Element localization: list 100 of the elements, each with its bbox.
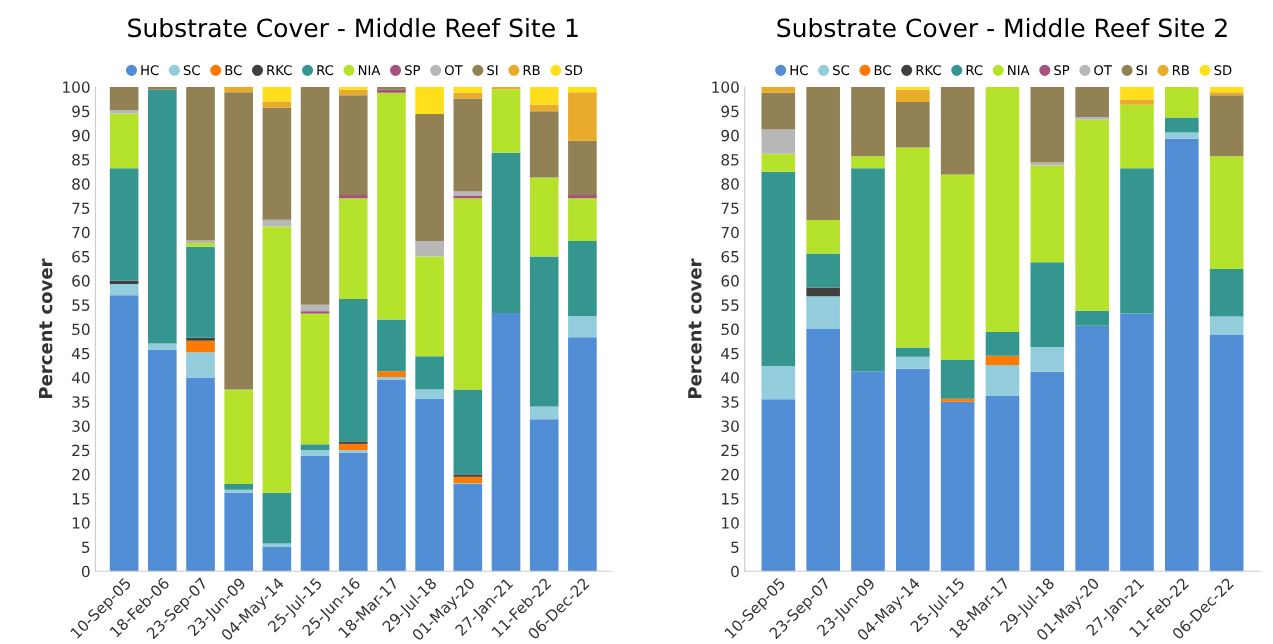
bar xyxy=(1030,162,1065,166)
bar xyxy=(109,86,139,111)
bar xyxy=(940,398,975,402)
legend-label: SD xyxy=(565,65,583,76)
y-tick-label: 40 xyxy=(71,371,90,384)
bar xyxy=(1075,86,1109,117)
y-tick-label: 10 xyxy=(722,517,739,529)
y-tick-label: 90 xyxy=(72,129,90,142)
y-tick-label: 20 xyxy=(721,468,739,481)
bar xyxy=(1165,132,1199,139)
y-tick-label: 30 xyxy=(721,420,739,432)
bar xyxy=(491,89,521,153)
y-tick-label: 95 xyxy=(721,105,739,118)
bar xyxy=(1120,86,1154,100)
bar xyxy=(377,379,406,572)
y-tick-label: 25 xyxy=(72,444,90,457)
bar xyxy=(1075,310,1109,326)
legend-label: SP xyxy=(405,65,421,76)
legend-label: OT xyxy=(444,65,463,76)
y-tick-label: 45 xyxy=(721,347,739,360)
bar xyxy=(529,104,559,112)
bar xyxy=(985,86,1020,332)
legend-label: RKC xyxy=(267,65,292,76)
bar xyxy=(1030,86,1065,163)
y-tick-label: 15 xyxy=(72,493,90,505)
bar xyxy=(761,129,796,154)
bar xyxy=(1209,316,1244,335)
y-tick-label: 80 xyxy=(721,178,739,190)
bar xyxy=(224,492,254,572)
bar xyxy=(896,368,930,572)
bar xyxy=(529,419,559,572)
bar xyxy=(806,329,840,572)
bar xyxy=(1120,313,1154,572)
bar xyxy=(453,98,483,192)
y-tick-label: 0 xyxy=(731,565,739,578)
bar xyxy=(1209,86,1244,93)
bar xyxy=(338,452,368,572)
y-tick-label: 25 xyxy=(721,444,739,457)
bar xyxy=(1030,262,1065,347)
bar xyxy=(985,331,1020,356)
bar xyxy=(415,398,444,572)
y-tick-label: 65 xyxy=(72,250,90,263)
bar xyxy=(1209,156,1244,270)
bar xyxy=(300,86,330,305)
bar xyxy=(806,86,840,221)
bar xyxy=(453,476,483,484)
bar xyxy=(896,347,930,357)
bar xyxy=(568,140,597,195)
legend-label: SC xyxy=(183,65,200,76)
y-tick-label: 60 xyxy=(721,275,739,287)
y-tick-label: 85 xyxy=(72,154,90,166)
bar xyxy=(109,284,139,296)
bar xyxy=(377,377,406,380)
bar xyxy=(415,240,444,257)
bar xyxy=(109,110,139,114)
legend-label: RB xyxy=(1172,65,1189,75)
y-tick-label: 95 xyxy=(72,105,90,118)
bar xyxy=(262,226,292,493)
bar xyxy=(186,352,215,378)
bar xyxy=(568,316,597,338)
bar xyxy=(453,195,483,199)
bar xyxy=(851,168,885,372)
bar xyxy=(1209,92,1244,96)
bar xyxy=(300,311,330,314)
y-tick-label: 80 xyxy=(72,178,90,190)
bar xyxy=(568,194,597,199)
y-tick-label: 90 xyxy=(721,129,739,142)
bar xyxy=(851,156,885,169)
bar xyxy=(1120,104,1154,169)
bar xyxy=(377,319,406,372)
bar xyxy=(1165,86,1199,118)
bar xyxy=(415,86,444,115)
legend-label: HC xyxy=(141,65,159,76)
bar xyxy=(491,313,521,572)
bar xyxy=(761,171,796,366)
legend-label: OT xyxy=(1094,65,1112,76)
bar xyxy=(338,95,368,195)
bar xyxy=(806,253,840,288)
bar xyxy=(896,356,930,369)
legend-label: NIA xyxy=(1008,65,1030,75)
y-tick-label: 30 xyxy=(72,420,90,432)
bar xyxy=(940,86,975,175)
y-tick-label: 45 xyxy=(71,347,90,360)
bar xyxy=(186,246,215,338)
legend-label: BC xyxy=(874,65,891,76)
y-tick-label: 100 xyxy=(63,81,90,93)
bar xyxy=(453,389,483,475)
bar xyxy=(415,356,444,390)
legend-label: SI xyxy=(487,65,498,76)
bar xyxy=(338,198,368,300)
bar xyxy=(568,198,597,241)
bar xyxy=(1209,95,1244,157)
bar xyxy=(1120,168,1154,314)
bar xyxy=(806,296,840,330)
bar xyxy=(453,484,483,572)
bar xyxy=(262,547,292,572)
bar xyxy=(529,86,559,105)
bar xyxy=(761,92,796,130)
bar xyxy=(224,389,254,485)
bar xyxy=(262,86,292,102)
